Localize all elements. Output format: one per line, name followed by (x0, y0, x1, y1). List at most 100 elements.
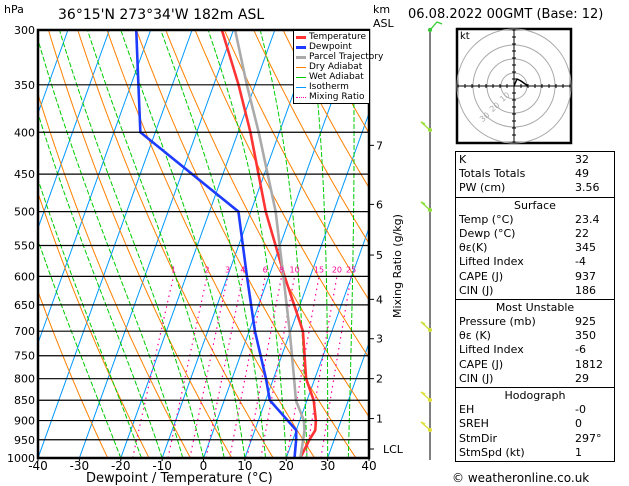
legend-item: Temperature (294, 32, 369, 42)
legend-item: Parcel Trajectory (294, 52, 383, 62)
mixing-ratio-label: 20 (332, 265, 342, 274)
table-row: PW (cm) 3.56 (459, 181, 611, 195)
row-value: 1812 (575, 357, 603, 371)
date-title: 06.08.2022 00GMT (Base: 12) (408, 7, 604, 22)
row-label: Lifted Index (459, 343, 524, 357)
legend-item: Dry Adiabat (294, 62, 369, 72)
row-label: StmDir (459, 431, 498, 445)
table-section: K 32 Totals Totals 49 PW (cm) 3.56 (455, 151, 615, 197)
hodograph-ring-label: 10 (498, 90, 512, 103)
x-tick-label: 30 (320, 459, 335, 473)
dewpoint-profile (134, 30, 298, 458)
km-tick-label: 6 (376, 198, 383, 211)
isotherm-line (327, 341, 369, 458)
legend-swatch (296, 96, 306, 98)
row-label: Temp (°C) (459, 212, 514, 226)
table-row: Dewp (°C) 22 (459, 227, 611, 241)
isotherm-line (38, 30, 69, 115)
table-section: Surface Temp (°C) 23.4 Dewp (°C) 22 θε(K) 345 L… (455, 196, 615, 299)
wind-barb-icon (420, 121, 431, 131)
mixing-ratio-line (305, 276, 338, 458)
km-tick-label: 5 (376, 249, 383, 262)
table-row: Pressure (mb) 925 (459, 315, 611, 329)
legend-item: Dewpoint (294, 42, 369, 52)
km-tick-label: 7 (376, 139, 383, 152)
km-tick-label: 3 (376, 333, 383, 346)
location-title: 36°15'N 273°34'W 182m ASL (58, 7, 265, 23)
legend-swatch (296, 76, 306, 78)
isotherm-line (38, 30, 152, 345)
row-label: PW (cm) (459, 181, 506, 195)
x-tick-label: 40 (361, 459, 376, 473)
x-tick-label: -30 (70, 459, 90, 473)
table-row: SREH 0 (459, 417, 611, 431)
row-value: -6 (575, 343, 586, 357)
row-label: Lifted Index (459, 255, 524, 269)
isotherm-line (120, 30, 276, 458)
legend-label: Wet Adiabat (309, 72, 364, 82)
wind-barb-icon (420, 321, 431, 331)
wet-adiabat-line (368, 446, 369, 458)
table-row: Lifted Index -4 (459, 255, 611, 269)
row-value: 1 (575, 445, 582, 459)
table-section: Hodograph EH -0 SREH 0 StmDir 297° StmSpd (kt) 1 (455, 387, 615, 462)
row-value: 186 (575, 283, 596, 297)
legend-item: Wet Adiabat (294, 72, 369, 82)
mixing-ratio-line (205, 276, 244, 458)
isotherm-line (78, 30, 234, 458)
pressure-tick-label: 400 (14, 126, 35, 139)
pressure-tick-label: 350 (14, 79, 35, 92)
legend-swatch (296, 35, 306, 39)
wet-adiabat-line (87, 30, 225, 458)
dry-adiabat-line (223, 30, 369, 301)
legend-item: Isotherm (294, 82, 369, 92)
row-value: 32 (575, 153, 589, 166)
legend-swatch (296, 55, 306, 59)
pressure-tick-label: 650 (14, 299, 35, 312)
parcel-trajectory-profile (233, 30, 306, 458)
mixing-ratio-label: 1 (171, 265, 176, 274)
wet-adiabat-line (347, 30, 355, 458)
mixing-ratio-line (167, 276, 208, 458)
hodograph-ring-label: 20 (488, 100, 502, 113)
pressure-tick-label: 550 (14, 239, 35, 252)
table-row: θε (K) 350 (459, 329, 611, 343)
pressure-tick-label: 600 (14, 270, 35, 283)
isotherm-line (38, 30, 193, 458)
wet-adiabat-line (58, 30, 204, 458)
wind-barb-icon (420, 391, 431, 401)
isotherm-line (285, 226, 369, 458)
x-tick-label: 10 (237, 459, 252, 473)
legend-label: Dry Adiabat (309, 62, 363, 72)
wet-adiabat-line (259, 30, 308, 458)
row-label: Totals Totals (459, 167, 526, 181)
legend-swatch (296, 86, 306, 88)
wind-barb-icon (420, 201, 431, 211)
row-label: CAPE (J) (459, 269, 504, 283)
km-label: km (373, 3, 391, 16)
legend-swatch (296, 66, 306, 68)
hodograph-ring-label: 30 (478, 111, 492, 124)
mixing-ratio-label: 3 (225, 265, 230, 274)
x-tick-label: -20 (111, 459, 131, 473)
table-row: CAPE (J) 937 (459, 270, 611, 284)
table-row: Lifted Index -6 (459, 343, 611, 357)
row-value: -0 (575, 403, 586, 417)
row-value: 350 (575, 329, 596, 343)
pressure-tick-label: 850 (14, 394, 35, 407)
row-value: -4 (575, 255, 586, 269)
km-tick-label: LCL (383, 443, 404, 456)
row-value: 925 (575, 315, 596, 329)
row-label: SREH (459, 417, 489, 431)
isotherm-line (161, 30, 317, 458)
legend-item: Mixing Ratio (294, 92, 369, 102)
row-value: 22 (575, 226, 589, 240)
row-label: Dewp (°C) (459, 226, 516, 240)
pressure-tick-label: 700 (14, 325, 35, 338)
pressure-tick-label: 1000 (7, 452, 35, 465)
pressure-tick-label: 900 (14, 415, 35, 428)
x-tick-label: 0 (200, 459, 208, 473)
legend-label: Isotherm (309, 82, 349, 92)
mixing-ratio-label: 10 (290, 265, 300, 274)
